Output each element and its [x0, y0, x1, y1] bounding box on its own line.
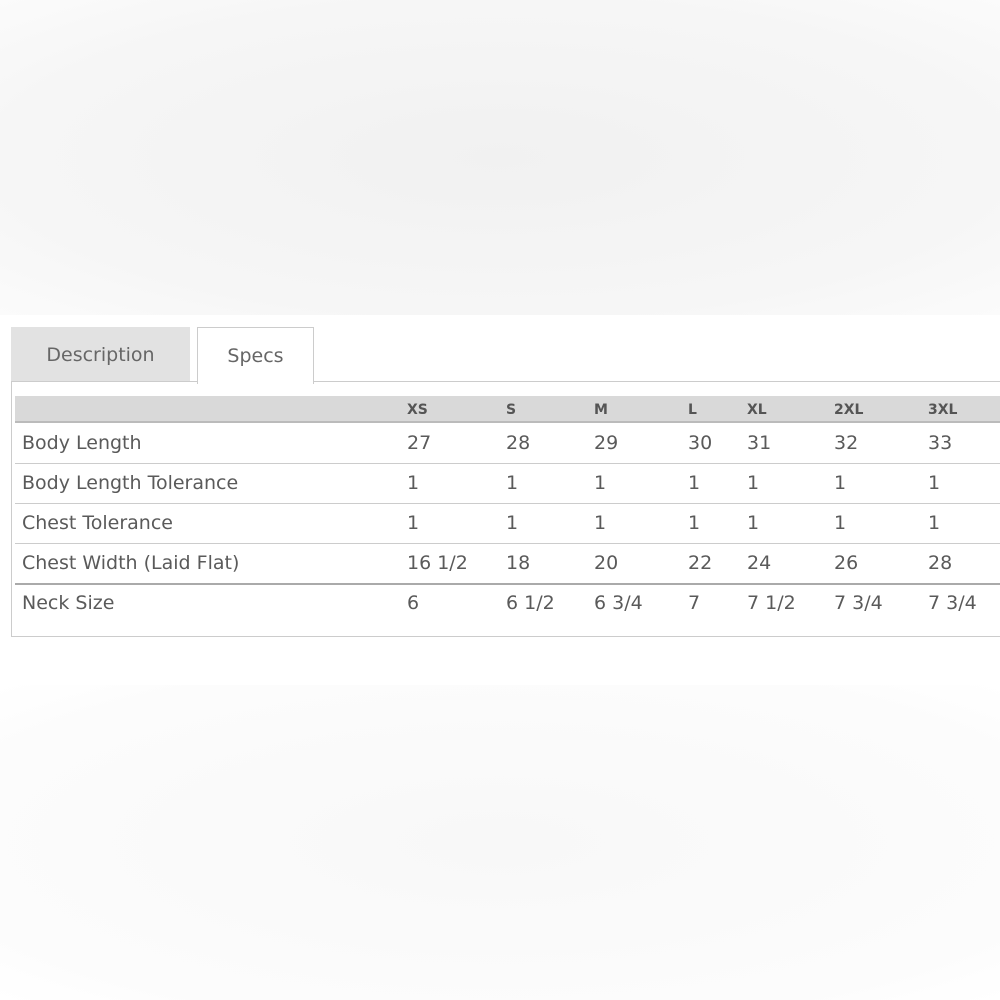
row-label: Body Length Tolerance: [22, 472, 239, 494]
row-label: Chest Tolerance: [22, 512, 173, 534]
column-header: L: [688, 402, 697, 418]
row-divider: [15, 503, 1000, 504]
tab-active[interactable]: Specs: [197, 327, 314, 384]
cell-value: 30: [688, 432, 713, 454]
cell-value: 32: [834, 432, 859, 454]
column-header: XL: [747, 402, 767, 418]
cell-value: 6 1/2: [506, 592, 555, 614]
cell-value: 1: [407, 512, 420, 534]
column-header: XS: [407, 402, 428, 418]
cell-value: 24: [747, 552, 772, 574]
tab[interactable]: Description: [11, 327, 190, 382]
cell-value: 33: [928, 432, 953, 454]
row-divider: [15, 543, 1000, 544]
cell-value: 1: [407, 472, 420, 494]
cell-value: 1: [594, 512, 607, 534]
tab-panel: [11, 381, 1000, 637]
row-label: Body Length: [22, 432, 142, 454]
cell-value: 7 1/2: [747, 592, 796, 614]
background-top: [0, 0, 1000, 315]
cell-value: 31: [747, 432, 772, 454]
cell-value: 29: [594, 432, 619, 454]
column-header: 3XL: [928, 402, 958, 418]
row-label: Neck Size: [22, 592, 115, 614]
table-header: [15, 396, 1000, 423]
cell-value: 7 3/4: [928, 592, 977, 614]
cell-value: 1: [747, 472, 760, 494]
cell-value: 27: [407, 432, 432, 454]
cell-value: 1: [688, 472, 701, 494]
cell-value: 22: [688, 552, 713, 574]
cell-value: 1: [747, 512, 760, 534]
cell-value: 1: [928, 472, 941, 494]
cell-value: 6 3/4: [594, 592, 643, 614]
cell-value: 18: [506, 552, 531, 574]
cell-value: 1: [834, 512, 847, 534]
column-header: M: [594, 402, 608, 418]
row-divider: [15, 583, 1000, 585]
cell-value: 1: [834, 472, 847, 494]
cell-value: 20: [594, 552, 619, 574]
cell-value: 1: [928, 512, 941, 534]
cell-value: 7: [688, 592, 701, 614]
background-bottom: [0, 685, 1000, 1000]
column-header: S: [506, 402, 517, 418]
cell-value: 28: [928, 552, 953, 574]
cell-value: 16 1/2: [407, 552, 468, 574]
cell-value: 1: [688, 512, 701, 534]
cell-value: 1: [594, 472, 607, 494]
cell-value: 6: [407, 592, 420, 614]
cell-value: 7 3/4: [834, 592, 883, 614]
cell-value: 1: [506, 472, 519, 494]
cell-value: 26: [834, 552, 859, 574]
column-header: 2XL: [834, 402, 864, 418]
cell-value: 28: [506, 432, 531, 454]
row-divider: [15, 463, 1000, 464]
row-label: Chest Width (Laid Flat): [22, 552, 240, 574]
cell-value: 1: [506, 512, 519, 534]
